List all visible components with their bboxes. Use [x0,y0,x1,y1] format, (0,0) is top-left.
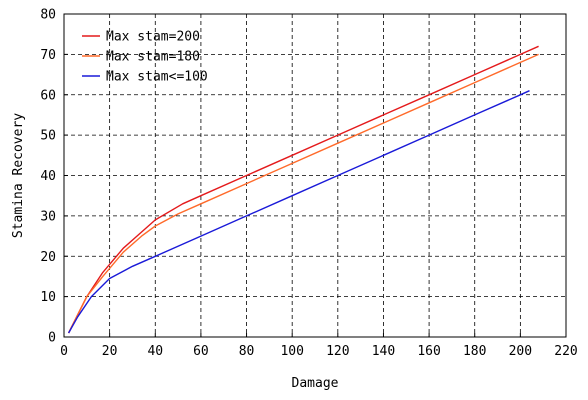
y-tick-label: 10 [40,290,56,305]
series-line-3 [67,90,530,334]
y-axis-label: Stamina Recovery [11,113,26,238]
y-axis-ticks: 0 10 20 30 40 50 60 70 80 [40,8,68,346]
x-tick-label: 160 [417,344,440,359]
legend-label-3: Max stam<=100 [106,70,208,85]
series-line-2 [67,53,539,334]
x-axis-label: Damage [292,376,339,391]
y-tick-label: 80 [40,8,56,23]
x-tick-label: 20 [102,344,118,359]
legend-label-1: Max stam=200 [106,30,200,45]
x-tick-label: 40 [147,344,163,359]
x-tick-label: 0 [60,344,68,359]
y-tick-label: 30 [40,209,56,224]
y-tick-label: 60 [40,88,56,103]
y-tick-label: 0 [48,331,56,346]
x-tick-label: 200 [509,344,532,359]
y-tick-label: 70 [40,48,56,63]
x-tick-label: 60 [193,344,209,359]
x-tick-label: 220 [554,344,577,359]
series-lines [67,45,539,334]
y-tick-label: 20 [40,250,56,265]
y-tick-label: 50 [40,129,56,144]
y-tick-label: 40 [40,169,56,184]
x-tick-label: 140 [372,344,395,359]
x-tick-label: 100 [280,344,303,359]
x-tick-label: 180 [463,344,486,359]
legend: Max stam=200 Max stam=180 Max stam<=100 [82,30,208,85]
series-line-1 [67,45,539,334]
legend-label-2: Max stam=180 [106,50,200,65]
x-tick-label: 80 [239,344,255,359]
x-tick-label: 120 [326,344,349,359]
x-axis-ticks: 0 20 40 60 80 100 120 140 160 180 200 220 [60,333,578,359]
